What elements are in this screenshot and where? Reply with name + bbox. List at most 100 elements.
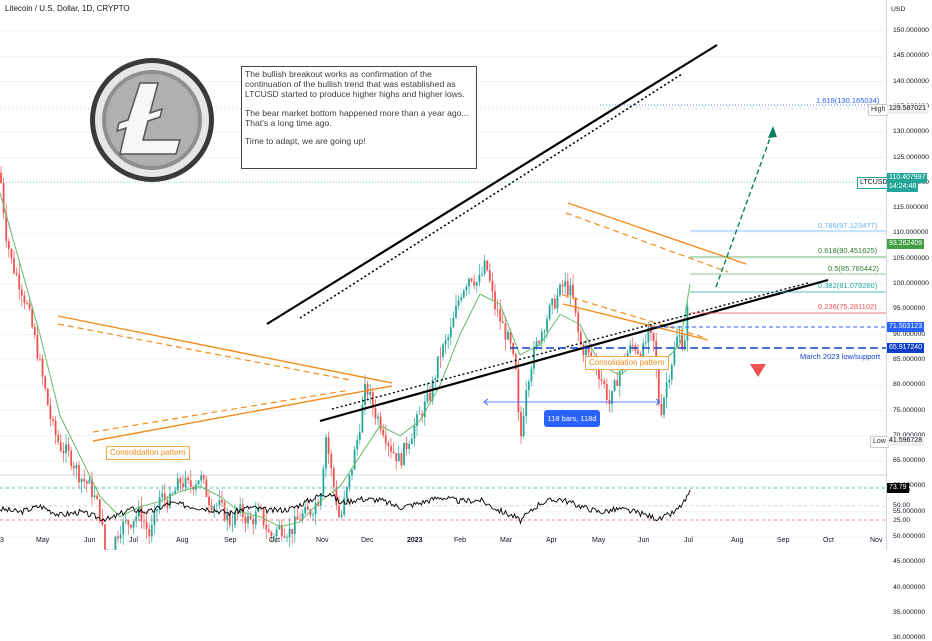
annotation-p2: The bear market bottom happened more tha…: [245, 108, 473, 128]
price-axis[interactable]: USD 150.000000145.000000140.000000135.00…: [886, 0, 932, 550]
candle-body: [81, 479, 83, 482]
candle-body: [341, 515, 343, 517]
candle-body: [177, 478, 179, 490]
candle-body: [117, 537, 119, 539]
candle-body: [130, 525, 132, 528]
annotation-p1: The bullish breakout works as confirmati…: [245, 69, 473, 100]
candle-body: [603, 381, 605, 384]
candle-body: [629, 345, 631, 353]
candle-body: [349, 475, 351, 487]
fib-0786-label: 0.786(97.123477): [818, 221, 877, 230]
candle-body: [133, 521, 135, 527]
candle-body: [679, 335, 681, 336]
candle-body: [661, 404, 663, 415]
candle-body: [414, 426, 416, 439]
time-tick-label: Aug: [176, 537, 188, 544]
price-tick-label: 40.000000: [893, 584, 925, 591]
annotation-box[interactable]: The bullish breakout works as confirmati…: [241, 66, 477, 169]
candle-body: [538, 341, 540, 343]
candle-body: [401, 453, 403, 465]
candle-body: [200, 475, 202, 480]
time-tick-label: Jul: [684, 537, 693, 544]
candle-body: [489, 270, 491, 281]
rsi-tick-label: 25.00: [893, 517, 910, 524]
price-tick-label: 80.000000: [893, 381, 925, 388]
candle-body: [497, 309, 499, 310]
candle-body: [367, 384, 369, 395]
price-tick-label: 35.000000: [893, 609, 925, 616]
time-tick-label: Oct: [823, 537, 834, 544]
candle-body: [151, 525, 153, 536]
candle-body: [658, 368, 660, 404]
time-tick-label: Aug: [731, 537, 743, 544]
candle-body: [585, 349, 587, 355]
candle-body: [377, 417, 379, 419]
candle-body: [528, 381, 530, 390]
candle-body: [390, 446, 392, 452]
candle-body: [567, 281, 569, 295]
candle-body: [315, 503, 317, 515]
fib-0382-label: 0.382(81.079260): [818, 281, 877, 290]
annotation-p3: Time to adapt, we are going up!: [245, 136, 473, 146]
level1-tag: 71.503123: [887, 322, 924, 332]
candle-body: [338, 505, 340, 516]
candle-body: [55, 421, 57, 435]
candle-body: [143, 521, 145, 522]
consolidation-label-left[interactable]: Consolidation pattern: [106, 446, 190, 460]
fib-price-tag: 93.262409: [887, 239, 924, 249]
candle-body: [406, 443, 408, 449]
time-tick-label: May: [592, 537, 605, 544]
fib-0236-label: 0.236(75.281102): [818, 302, 877, 311]
candle-body: [450, 327, 452, 337]
candle-body: [294, 517, 296, 534]
candle-body: [104, 525, 106, 550]
time-tick-label: Sep: [224, 537, 236, 544]
candle-body: [29, 303, 31, 308]
candle-body: [520, 412, 522, 436]
candle-body: [297, 517, 299, 520]
candle-body: [161, 494, 163, 498]
candle-body: [403, 443, 405, 465]
candle-body: [408, 444, 410, 449]
candle-body: [203, 475, 205, 479]
candle-body: [16, 273, 18, 274]
candle-body: [637, 351, 639, 354]
time-tick-label: Dec: [361, 537, 373, 544]
candle-body: [146, 522, 148, 529]
candle-body: [328, 437, 330, 454]
candle-body: [505, 323, 507, 339]
candle-body: [198, 480, 200, 484]
candle-body: [525, 390, 527, 416]
price-tick-label: 85.000000: [893, 356, 925, 363]
candle-body: [419, 414, 421, 415]
candle-body: [468, 278, 470, 286]
candle-body: [476, 282, 478, 285]
candle-body: [250, 516, 252, 520]
time-tick-label: Jun: [638, 537, 649, 544]
candle-body: [291, 529, 293, 534]
price-tick-label: 45.000000: [893, 558, 925, 565]
candle-body: [135, 517, 137, 522]
channel-upper-dashed: [566, 213, 728, 272]
candle-body: [37, 335, 39, 359]
consolidation-label-right[interactable]: Consolidation pattern: [585, 356, 669, 370]
candle-body: [666, 382, 668, 397]
candle-body: [354, 449, 356, 469]
candle-body: [507, 332, 509, 340]
time-tick-label: Nov: [870, 537, 882, 544]
candle-body: [614, 380, 616, 391]
candle-body: [447, 337, 449, 340]
candle-body: [221, 500, 223, 502]
candle-body: [47, 389, 49, 405]
time-tick-label: Sep: [777, 537, 789, 544]
candle-body: [442, 345, 444, 357]
candle-body: [554, 299, 556, 309]
candle-body: [141, 506, 143, 521]
candle-body: [619, 371, 621, 386]
candle-body: [460, 297, 462, 300]
candle-body: [382, 430, 384, 436]
candle-body: [437, 356, 439, 378]
rsi-value-tag: 73.79: [887, 483, 909, 493]
candle-body: [115, 537, 117, 550]
candle-body: [606, 384, 608, 400]
